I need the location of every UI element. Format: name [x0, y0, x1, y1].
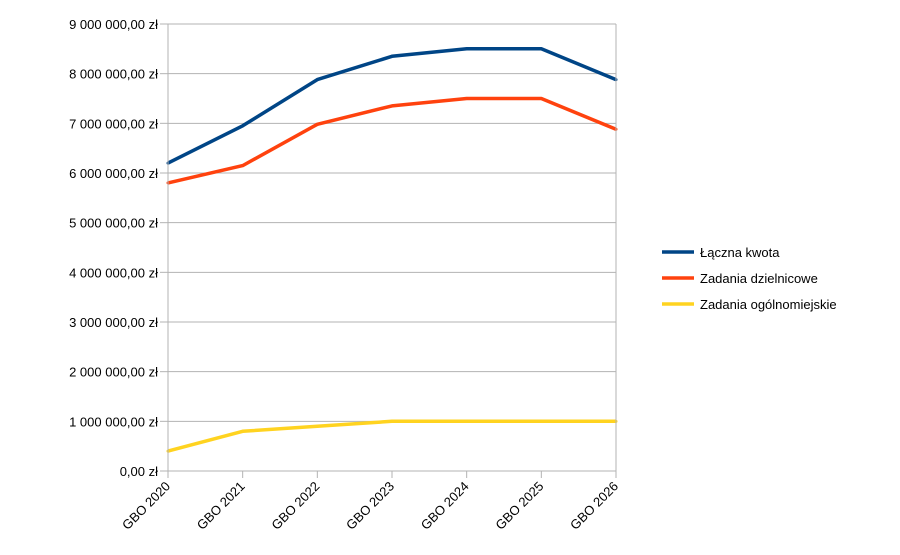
data-point [315, 78, 319, 82]
legend-label: Zadania ogólnomiejskie [700, 297, 837, 312]
data-point [241, 124, 245, 128]
y-tick-label: 1 000 000,00 zł [69, 414, 158, 429]
y-tick-label: 4 000 000,00 zł [69, 265, 158, 280]
legend-label: Łączna kwota [700, 245, 780, 260]
x-tick-labels: GBO 2020 GBO 2021 GBO 2022 GBO 2023 GBO 2024… [119, 479, 621, 533]
data-point [539, 419, 543, 423]
x-tick-label: GBO 2022 [268, 479, 322, 533]
data-point [539, 97, 543, 100]
y-tick-label: 2 000 000,00 zł [69, 365, 158, 380]
data-point [390, 54, 394, 58]
x-tick-label: GBO 2020 [119, 479, 173, 533]
data-point [539, 47, 543, 51]
y-tick-labels: 0,00 zł 1 000 000,00 zł 2 000 000,00 zł 3 0… [69, 17, 158, 479]
x-tick-label: GBO 2024 [418, 479, 472, 533]
series-line [167, 419, 616, 453]
data-point [390, 104, 394, 108]
y-tick-label: 5 000 000,00 zł [69, 216, 158, 231]
x-tick-label: GBO 2021 [194, 479, 248, 533]
y-tick-label: 6 000 000,00 zł [69, 166, 158, 181]
data-point [315, 122, 319, 126]
y-tick-label: 9 000 000,00 zł [69, 17, 158, 32]
series-lines [166, 47, 618, 453]
data-point [315, 424, 319, 428]
series-line [167, 96, 617, 185]
y-tick-label: 3 000 000,00 zł [69, 315, 158, 330]
data-point [465, 97, 469, 100]
grid-lines [168, 23, 616, 422]
legend: Łączna kwota Zadania dzielnicowe Zadania o… [662, 245, 837, 312]
data-point [241, 429, 245, 433]
data-point [241, 164, 245, 168]
x-tick-label: GBO 2023 [343, 479, 397, 533]
axes [160, 23, 617, 478]
legend-label: Zadania dzielnicowe [700, 271, 818, 286]
data-point [465, 47, 469, 51]
y-tick-label: 0,00 zł [120, 464, 158, 479]
y-tick-label: 7 000 000,00 zł [69, 116, 158, 131]
data-point [465, 419, 469, 423]
y-tick-label: 8 000 000,00 zł [69, 67, 158, 82]
x-tick-label: GBO 2025 [492, 479, 546, 533]
data-point [390, 419, 394, 423]
x-tick-label: GBO 2026 [567, 479, 621, 533]
